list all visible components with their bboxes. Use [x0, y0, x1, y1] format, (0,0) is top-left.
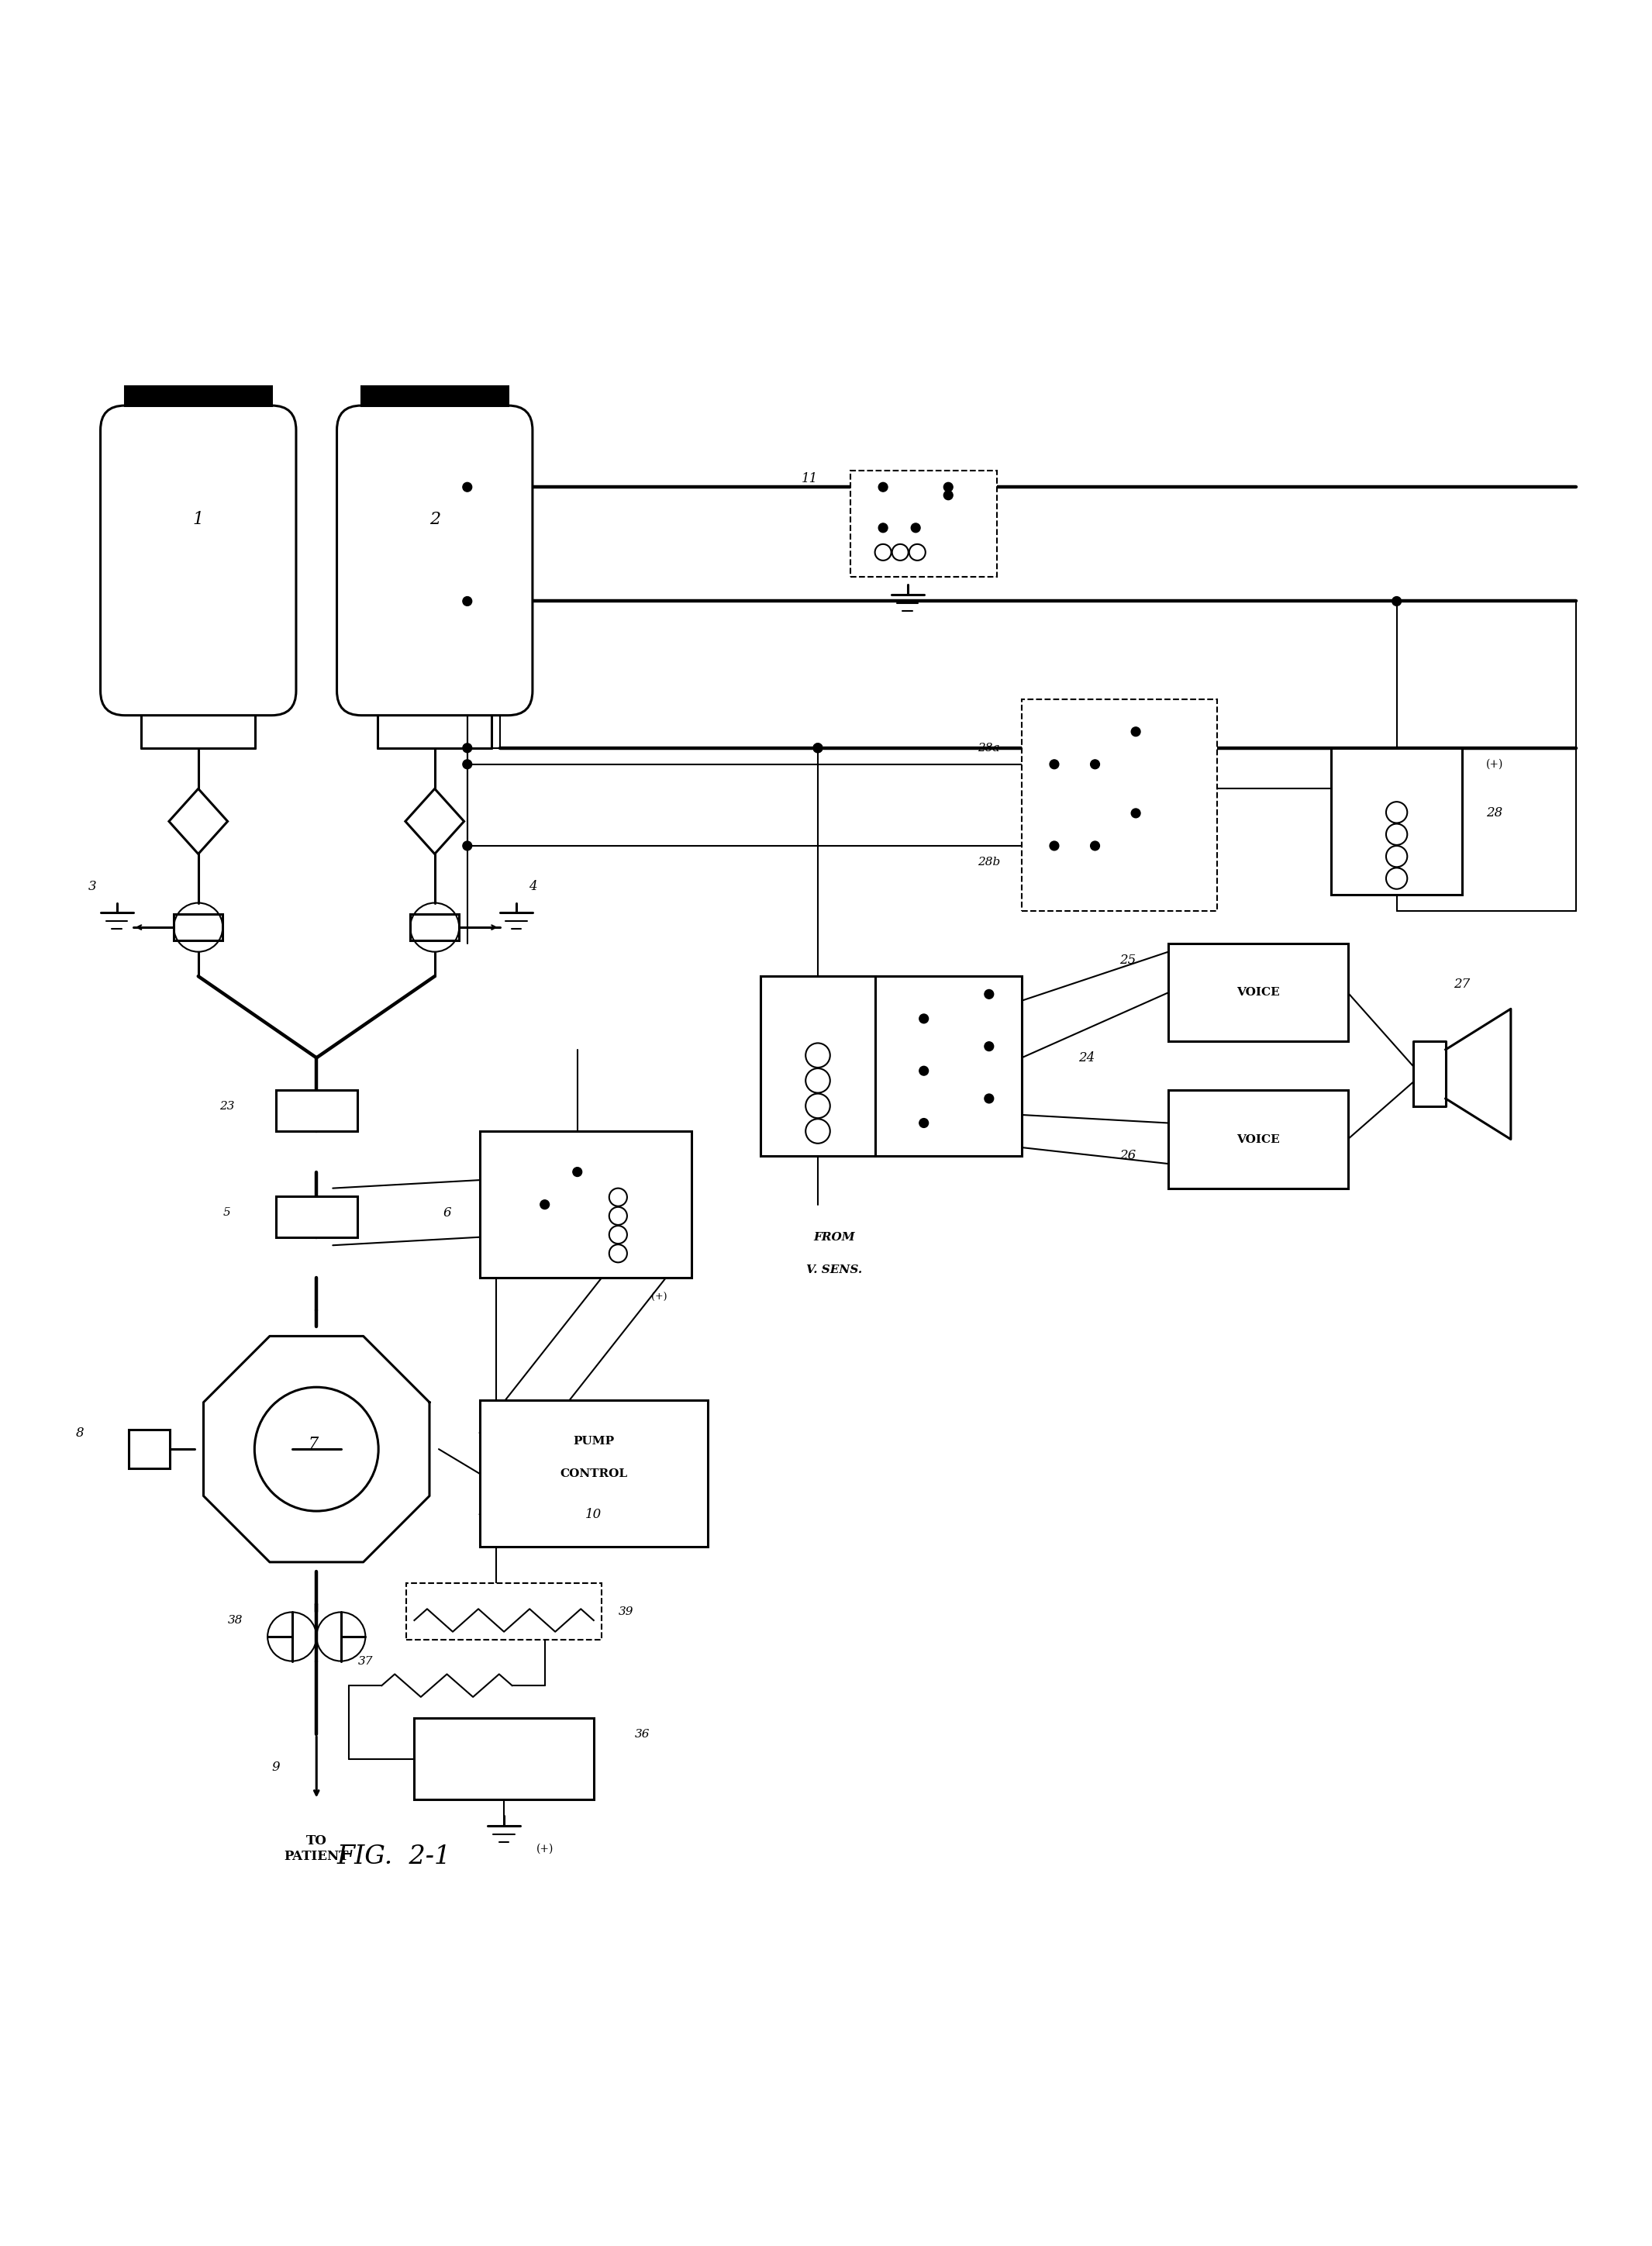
Bar: [276, 1089, 357, 1132]
Text: FIG.  2-1: FIG. 2-1: [337, 1844, 451, 1869]
Text: 11: 11: [801, 472, 818, 485]
Text: CONTROL: CONTROL: [560, 1469, 628, 1480]
Polygon shape: [169, 788, 228, 853]
Circle shape: [813, 743, 823, 752]
Circle shape: [985, 1094, 993, 1103]
Text: 39: 39: [620, 1606, 634, 1617]
Bar: [1168, 1089, 1348, 1188]
Text: 24: 24: [1079, 1051, 1095, 1065]
Circle shape: [1393, 597, 1401, 606]
Bar: [1021, 699, 1218, 912]
Circle shape: [879, 483, 887, 492]
Bar: [1332, 748, 1462, 894]
Circle shape: [463, 759, 472, 768]
Circle shape: [573, 1168, 582, 1177]
Text: 28a: 28a: [978, 743, 999, 752]
Text: 2: 2: [430, 512, 439, 528]
Bar: [410, 914, 459, 941]
Text: 28: 28: [1487, 806, 1503, 820]
Text: 10: 10: [585, 1507, 601, 1521]
Bar: [276, 1197, 357, 1238]
Text: 25: 25: [1120, 952, 1137, 966]
Text: 23: 23: [220, 1101, 235, 1112]
Text: 1: 1: [193, 512, 203, 528]
Bar: [762, 977, 876, 1157]
Bar: [406, 1583, 601, 1640]
FancyBboxPatch shape: [337, 407, 532, 714]
Text: (+): (+): [651, 1291, 667, 1303]
Circle shape: [943, 490, 953, 501]
Bar: [415, 1718, 593, 1799]
Text: 7: 7: [307, 1437, 319, 1451]
Circle shape: [540, 1199, 550, 1208]
Circle shape: [463, 483, 472, 492]
Circle shape: [912, 523, 920, 532]
Bar: [851, 472, 998, 577]
Circle shape: [463, 597, 472, 606]
Bar: [126, 386, 271, 407]
Text: 28b: 28b: [978, 856, 1001, 867]
Text: 37: 37: [358, 1655, 373, 1667]
Bar: [479, 1132, 692, 1278]
Bar: [362, 386, 509, 407]
Text: 8: 8: [76, 1426, 84, 1440]
Text: 26: 26: [1120, 1150, 1137, 1161]
Circle shape: [1090, 842, 1100, 851]
Text: 5: 5: [223, 1208, 231, 1217]
Text: VOICE: VOICE: [1236, 988, 1280, 997]
Circle shape: [813, 743, 823, 752]
Circle shape: [1090, 759, 1100, 768]
Bar: [876, 977, 1021, 1157]
Text: VOICE: VOICE: [1236, 1134, 1280, 1145]
FancyBboxPatch shape: [101, 407, 296, 714]
Text: 27: 27: [1454, 977, 1470, 990]
Text: TO
PATIENT: TO PATIENT: [284, 1835, 349, 1862]
Text: 38: 38: [228, 1615, 243, 1626]
Circle shape: [879, 523, 887, 532]
Circle shape: [1132, 809, 1140, 818]
Bar: [479, 1399, 707, 1547]
Text: 6: 6: [443, 1206, 451, 1220]
Circle shape: [463, 842, 472, 851]
Text: 3: 3: [88, 880, 96, 894]
Text: FROM: FROM: [813, 1231, 856, 1242]
Text: (+): (+): [535, 1844, 553, 1853]
Text: (+): (+): [1485, 759, 1503, 770]
Circle shape: [919, 1067, 928, 1076]
Text: 36: 36: [634, 1729, 651, 1741]
Polygon shape: [405, 788, 464, 853]
Text: 9: 9: [271, 1761, 279, 1774]
Circle shape: [985, 1042, 993, 1051]
Circle shape: [919, 1119, 928, 1127]
Bar: [1168, 943, 1348, 1042]
Circle shape: [943, 483, 953, 492]
Circle shape: [919, 1015, 928, 1024]
Text: PUMP: PUMP: [573, 1435, 615, 1446]
Bar: [129, 1428, 170, 1469]
Text: V. SENS.: V. SENS.: [806, 1264, 862, 1276]
Text: 4: 4: [529, 880, 537, 894]
Circle shape: [1049, 842, 1059, 851]
Bar: [173, 914, 223, 941]
Circle shape: [985, 990, 993, 999]
Circle shape: [463, 743, 472, 752]
Circle shape: [1049, 759, 1059, 768]
Circle shape: [1132, 728, 1140, 737]
Polygon shape: [203, 1336, 430, 1563]
